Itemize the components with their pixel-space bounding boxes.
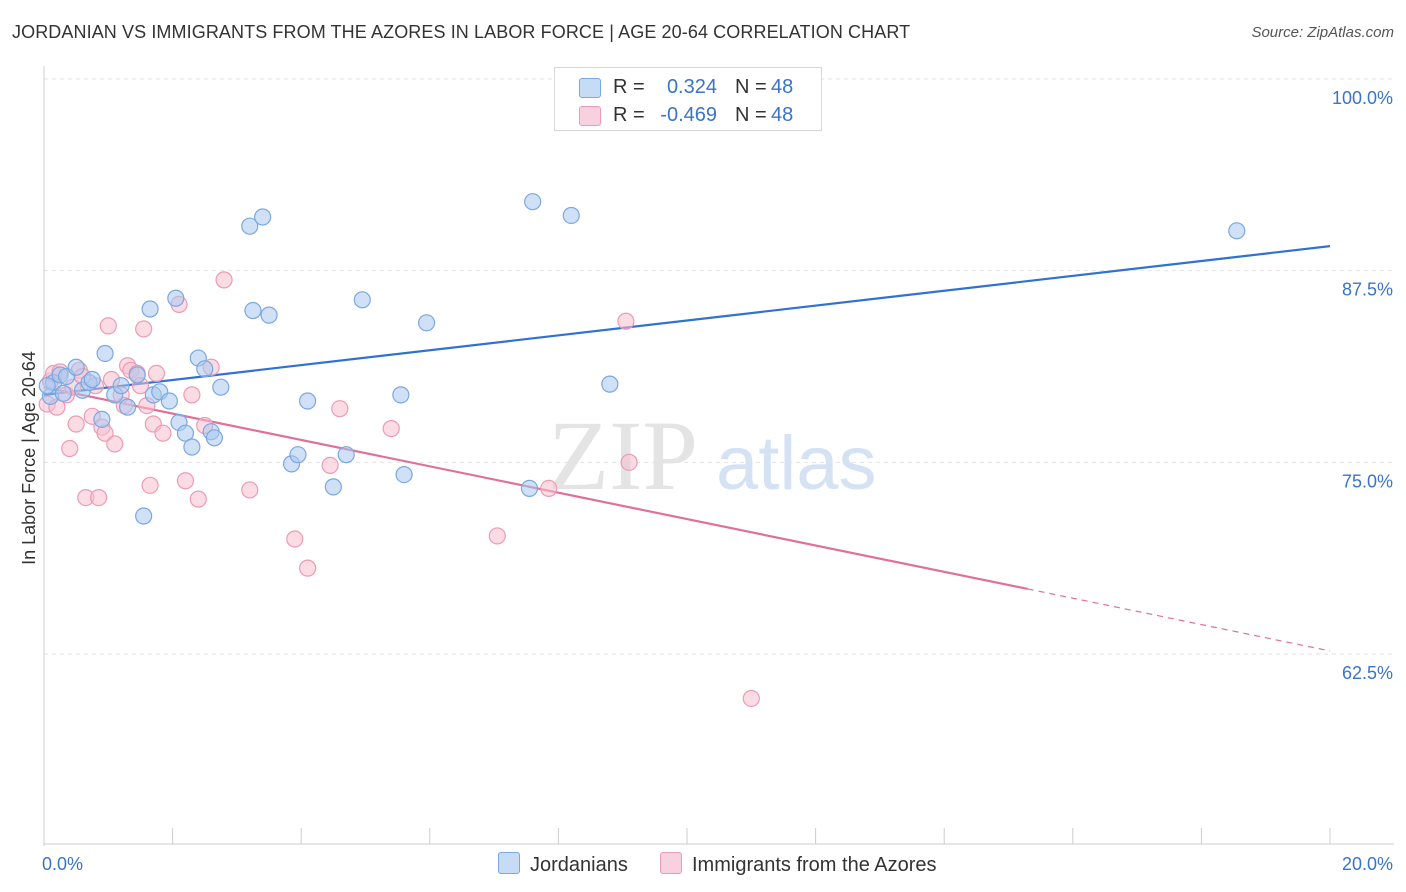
jordanian-point	[67, 358, 85, 376]
watermark-atlas: atlas	[716, 421, 877, 506]
jordanian-point	[324, 478, 342, 496]
jordanian-point	[353, 291, 371, 309]
jordanian-point	[38, 377, 56, 395]
legend-r-label: R =	[613, 104, 645, 126]
jordanian-point	[212, 378, 230, 396]
jordanian-point	[417, 314, 436, 332]
azores-point	[215, 271, 233, 289]
azores-point	[241, 481, 259, 499]
jordanian-point	[93, 410, 111, 428]
jordanian-point	[128, 366, 146, 384]
legend-swatch-pink	[579, 106, 601, 126]
jordanian-point	[1228, 222, 1246, 240]
jordanian-point	[244, 301, 262, 320]
legend-r-label: R =	[613, 76, 645, 98]
jordanian-point	[135, 507, 153, 525]
stats-legend: R = 0.324 N = 48 R = -0.469 N = 48	[554, 67, 822, 131]
jordanian-point	[601, 375, 619, 393]
azores-point	[141, 476, 159, 494]
source-label: Source: ZipAtlas.com	[1251, 24, 1394, 41]
jordanian-point	[112, 377, 130, 395]
jordanian-point	[562, 206, 580, 225]
axis-labels: 62.5% 75.0% 87.5% 100.0% 0.0% 20.0%	[42, 88, 1393, 874]
jordanian-point	[241, 217, 259, 235]
azores-point	[61, 439, 79, 458]
jordanian-point	[54, 384, 72, 402]
legend-r-value: 0.324	[666, 76, 717, 98]
x-tick-label: 0.0%	[42, 854, 83, 874]
jordanian-point	[289, 446, 307, 464]
y-tick-label: 75.0%	[1342, 471, 1393, 491]
azores-trend-line-dashed	[1027, 588, 1331, 652]
jordanian-point	[520, 479, 539, 497]
azores-point	[620, 453, 638, 471]
azores-point	[299, 559, 317, 577]
jordanian-point	[260, 306, 278, 324]
azores-point	[331, 400, 349, 418]
legend-row-azores: R = -0.469 N = 48	[555, 102, 821, 130]
watermark: ZIP atlas	[548, 400, 877, 511]
legend-swatch-blue	[579, 78, 601, 98]
azores-point	[99, 317, 117, 335]
jordanian-point	[160, 392, 178, 410]
watermark-zip: ZIP	[548, 400, 698, 511]
legend-row-jordanians: R = 0.324 N = 48	[555, 74, 821, 102]
legend-label-jordanians: Jordanians	[530, 854, 628, 876]
azores-point	[154, 424, 172, 442]
legend-n-value: 48	[771, 76, 794, 98]
azores-point	[90, 489, 108, 507]
azores-point	[286, 530, 304, 548]
legend-n-value: 48	[771, 104, 794, 126]
legend-item-azores[interactable]: Immigrants from the Azores	[660, 852, 937, 877]
azores-point	[176, 472, 195, 490]
legend-r-value: -0.469	[660, 104, 717, 126]
jordanian-point	[392, 386, 410, 404]
legend-swatch-pink	[660, 852, 682, 874]
azores-point	[183, 386, 201, 404]
legend-n-label: N =	[735, 76, 767, 98]
jordanian-point	[83, 370, 101, 389]
jordanian-point	[205, 429, 223, 447]
legend-swatch-blue	[498, 852, 520, 874]
azores-point	[488, 527, 506, 545]
jordanian-point	[183, 438, 201, 456]
grid-lines	[44, 78, 1394, 655]
y-axis-label: In Labor Force | Age 20-64	[19, 351, 39, 565]
axes	[43, 66, 1394, 846]
legend-n-label: N =	[735, 104, 767, 126]
y-tick-label: 87.5%	[1342, 280, 1393, 300]
jordanian-point	[524, 193, 542, 211]
azores-point	[321, 456, 339, 474]
azores-point	[742, 689, 760, 708]
jordanian-point	[395, 466, 413, 484]
jordanian-point	[118, 398, 137, 416]
jordanian-point	[254, 208, 272, 226]
jordanian-point	[96, 344, 114, 363]
legend-label-azores: Immigrants from the Azores	[692, 854, 937, 876]
y-tick-label: 62.5%	[1342, 663, 1393, 683]
azores-point	[540, 479, 558, 497]
y-tick-label: 100.0%	[1332, 88, 1393, 108]
azores-point	[189, 490, 207, 508]
data-points	[38, 193, 1246, 708]
jordanian-point	[176, 424, 195, 442]
azores-point	[67, 415, 85, 433]
jordanian-point	[299, 392, 317, 410]
azores-point	[147, 364, 166, 382]
chart-title: JORDANIAN VS IMMIGRANTS FROM THE AZORES …	[12, 22, 911, 42]
legend-item-jordanians[interactable]: Jordanians	[498, 852, 628, 877]
jordanian-point	[337, 446, 355, 464]
azores-point	[135, 320, 153, 338]
jordanian-point	[196, 360, 214, 378]
azores-point	[382, 420, 400, 438]
jordanian-point	[141, 300, 159, 318]
azores-point	[617, 312, 635, 330]
jordanian-point	[167, 289, 185, 307]
x-tick-label: 20.0%	[1342, 854, 1393, 874]
azores-point	[106, 435, 124, 453]
jordanian-trend-line	[43, 245, 1331, 396]
